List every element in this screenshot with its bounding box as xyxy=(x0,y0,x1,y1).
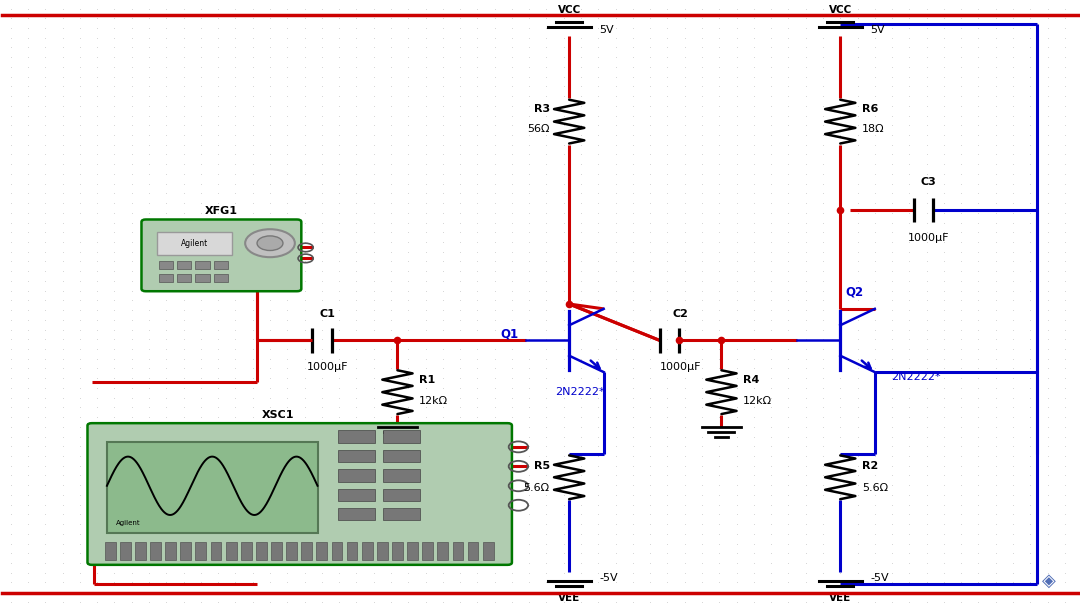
FancyBboxPatch shape xyxy=(87,423,512,565)
Bar xyxy=(483,542,494,560)
Text: 2N2222*: 2N2222* xyxy=(891,372,941,382)
Text: 18Ω: 18Ω xyxy=(862,124,885,134)
Bar xyxy=(135,542,146,560)
Text: 12kΩ: 12kΩ xyxy=(419,396,448,406)
Text: -5V: -5V xyxy=(870,573,889,582)
Bar xyxy=(150,542,161,560)
Text: R4: R4 xyxy=(743,375,759,385)
Bar xyxy=(377,542,388,560)
Bar xyxy=(407,542,418,560)
Bar xyxy=(214,261,228,269)
Text: 56Ω: 56Ω xyxy=(527,124,550,134)
Bar xyxy=(159,274,173,282)
Text: VEE: VEE xyxy=(829,593,851,603)
Text: 1000μF: 1000μF xyxy=(908,233,949,243)
Bar xyxy=(301,542,312,560)
Bar xyxy=(157,232,232,255)
Bar xyxy=(383,469,420,482)
Text: R5: R5 xyxy=(534,461,550,471)
Bar xyxy=(383,508,420,520)
Bar xyxy=(211,542,221,560)
Text: Agilent: Agilent xyxy=(180,240,208,248)
Bar xyxy=(120,542,131,560)
Bar xyxy=(437,542,448,560)
Bar xyxy=(338,508,375,520)
Bar xyxy=(105,542,116,560)
Text: 1000μF: 1000μF xyxy=(660,362,701,371)
Bar xyxy=(468,542,478,560)
Bar xyxy=(241,542,252,560)
Text: R1: R1 xyxy=(419,375,435,385)
Text: XSC1: XSC1 xyxy=(261,410,295,420)
Text: 5.6Ω: 5.6Ω xyxy=(524,483,550,493)
Bar xyxy=(226,542,237,560)
Text: 5V: 5V xyxy=(870,25,886,35)
Text: 1000μF: 1000μF xyxy=(307,362,348,371)
Bar xyxy=(180,542,191,560)
Bar xyxy=(453,542,463,560)
Circle shape xyxy=(257,236,283,250)
Circle shape xyxy=(245,229,295,257)
Bar xyxy=(256,542,267,560)
Text: C2: C2 xyxy=(673,309,688,319)
Bar xyxy=(392,542,403,560)
Text: Q1: Q1 xyxy=(501,328,518,341)
Bar xyxy=(159,261,173,269)
Text: 12kΩ: 12kΩ xyxy=(743,396,772,406)
Bar xyxy=(347,542,357,560)
Bar xyxy=(338,489,375,501)
Text: VEE: VEE xyxy=(558,593,580,603)
Bar xyxy=(286,542,297,560)
Text: C1: C1 xyxy=(320,309,335,319)
Bar xyxy=(165,542,176,560)
Text: VCC: VCC xyxy=(557,5,581,15)
Bar xyxy=(177,261,191,269)
Text: R2: R2 xyxy=(862,461,878,471)
Bar xyxy=(177,274,191,282)
Text: 2N2222*: 2N2222* xyxy=(555,387,605,397)
Bar xyxy=(332,542,342,560)
Text: VCC: VCC xyxy=(828,5,852,15)
Bar xyxy=(338,450,375,462)
Text: 5V: 5V xyxy=(599,25,615,35)
Bar xyxy=(107,442,318,533)
Text: R6: R6 xyxy=(862,105,878,114)
Bar xyxy=(383,430,420,443)
Text: ◈: ◈ xyxy=(1042,572,1056,590)
Text: -5V: -5V xyxy=(599,573,618,582)
Bar xyxy=(271,542,282,560)
Bar xyxy=(316,542,327,560)
Bar xyxy=(362,542,373,560)
Text: Q2: Q2 xyxy=(846,285,864,299)
Bar xyxy=(214,274,228,282)
Text: C3: C3 xyxy=(921,177,936,187)
FancyBboxPatch shape xyxy=(141,219,301,291)
Text: R3: R3 xyxy=(534,105,550,114)
Bar xyxy=(195,261,210,269)
Bar xyxy=(383,450,420,462)
Bar xyxy=(338,430,375,443)
Bar xyxy=(338,469,375,482)
Bar xyxy=(422,542,433,560)
Text: Agilent: Agilent xyxy=(116,520,140,526)
Bar xyxy=(383,489,420,501)
Text: 5.6Ω: 5.6Ω xyxy=(862,483,888,493)
Text: XFG1: XFG1 xyxy=(205,206,238,216)
Bar xyxy=(195,274,210,282)
Bar xyxy=(195,542,206,560)
